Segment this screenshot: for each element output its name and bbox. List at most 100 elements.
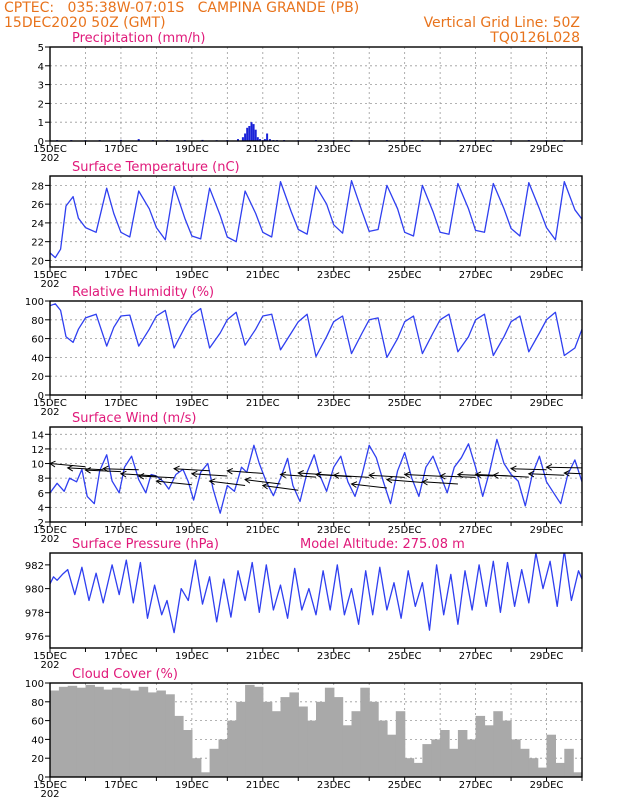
cloud-cover-bar bbox=[378, 720, 388, 777]
wind-arrow-head bbox=[226, 467, 233, 475]
cloud-cover-bar bbox=[555, 762, 565, 777]
precipitation-bar bbox=[248, 126, 251, 141]
relative-humidity-ytick-label: 100 bbox=[25, 297, 44, 308]
precipitation-xtick-label: 27DEC bbox=[459, 144, 493, 155]
relative-humidity-panel: Relative Humidity (%) 0 20 40 60 80 100 15DEC 17… bbox=[25, 285, 583, 418]
surface-temperature-ytick-label: 28 bbox=[31, 181, 44, 192]
cloud-cover-bar bbox=[511, 739, 521, 777]
cloud-cover-bar bbox=[431, 739, 441, 777]
precipitation-bar bbox=[263, 139, 266, 141]
surface-wind-xtick-label: 27DEC bbox=[459, 525, 493, 536]
relative-humidity-xtick-label: 29DEC bbox=[530, 398, 564, 409]
wind-arrow-shaft bbox=[209, 480, 246, 486]
cloud-cover-data bbox=[50, 684, 582, 777]
wind-arrow-shaft bbox=[120, 473, 157, 477]
surface-temperature-frame bbox=[49, 175, 583, 268]
precipitation-ytick-label: 1 bbox=[38, 118, 44, 129]
cloud-cover-bar bbox=[50, 690, 60, 777]
wind-arrow-shaft bbox=[564, 472, 582, 475]
cloud-cover-bar bbox=[138, 686, 149, 777]
wind-arrow-head bbox=[492, 472, 499, 479]
cloud-cover-bar bbox=[528, 758, 539, 777]
wind-arrow-head bbox=[155, 478, 163, 485]
wind-arrow-head bbox=[66, 464, 74, 472]
wind-arrow-head bbox=[439, 472, 446, 480]
relative-humidity-ytick-label: 40 bbox=[31, 353, 44, 364]
surface-wind-xtick-label: 23DEC bbox=[317, 525, 351, 536]
cloud-cover-bar bbox=[156, 690, 166, 777]
cloud-cover-bar bbox=[440, 730, 450, 777]
cloud-cover-bar bbox=[191, 758, 202, 777]
wind-arrow-shaft bbox=[191, 473, 228, 477]
surface-pressure-annotation: Model Altitude: 275.08 m bbox=[300, 537, 465, 552]
wind-arrow-head bbox=[563, 469, 570, 477]
precipitation-bar bbox=[268, 139, 271, 141]
relative-humidity-xtick-label: 15DEC bbox=[33, 398, 67, 409]
relative-humidity-year-label: 202 bbox=[40, 407, 59, 418]
surface-temperature-xtick-label: 27DEC bbox=[459, 270, 493, 281]
surface-temperature-xtick-label: 25DEC bbox=[388, 270, 422, 281]
wind-arrow-shaft bbox=[103, 468, 139, 471]
wind-arrow-shaft bbox=[369, 474, 405, 478]
cloud-cover-ytick-label: 80 bbox=[31, 698, 44, 709]
cloud-cover-xtick-label: 25DEC bbox=[388, 780, 422, 791]
cloud-cover-bar bbox=[519, 748, 530, 777]
precipitation-frame bbox=[49, 46, 583, 142]
header-grid-line: Vertical Grid Line: 50Z bbox=[424, 15, 580, 31]
cloud-cover-bar bbox=[120, 688, 131, 777]
precipitation-bar bbox=[246, 127, 249, 141]
cloud-cover-bar bbox=[537, 767, 548, 777]
wind-arrow-head bbox=[261, 482, 269, 490]
wind-arrow-shaft bbox=[85, 469, 121, 473]
relative-humidity-frame bbox=[49, 300, 583, 396]
wind-arrow-head bbox=[332, 472, 340, 479]
cloud-cover-bar bbox=[94, 686, 104, 777]
cloud-cover-bar bbox=[58, 686, 69, 777]
cloud-cover-bar bbox=[289, 692, 299, 777]
surface-wind-ytick-label: 12 bbox=[31, 445, 44, 456]
surface-wind-ytick-label: 6 bbox=[38, 489, 44, 500]
relative-humidity-ytick-label: 60 bbox=[31, 335, 44, 346]
cloud-cover-bar bbox=[475, 715, 486, 777]
precipitation-ytick-label: 5 bbox=[38, 43, 44, 54]
wind-arrow-head bbox=[137, 472, 145, 480]
wind-arrow-shaft bbox=[528, 473, 565, 476]
cloud-cover-xtick-label: 19DEC bbox=[175, 780, 209, 791]
cloud-cover-bar bbox=[253, 686, 264, 777]
precipitation-xtick-label: 15DEC bbox=[33, 144, 67, 155]
precipitation-ytick-label: 2 bbox=[38, 99, 44, 110]
wind-arrow-shaft bbox=[50, 463, 86, 468]
wind-arrow-head bbox=[350, 481, 358, 488]
cloud-cover-xtick-label: 23DEC bbox=[317, 780, 351, 791]
relative-humidity-ytick-label: 0 bbox=[38, 391, 44, 402]
surface-pressure-ytick-label: 980 bbox=[25, 585, 44, 596]
wind-arrow-shaft bbox=[440, 475, 476, 478]
precipitation-bar bbox=[237, 139, 239, 141]
wind-arrow-shaft bbox=[457, 474, 494, 477]
cloud-cover-bar bbox=[245, 684, 255, 777]
surface-wind-xtick-label: 17DEC bbox=[104, 525, 138, 536]
surface-wind-ytick-label: 10 bbox=[31, 460, 44, 471]
precipitation-bar bbox=[254, 129, 257, 141]
precipitation-bar bbox=[266, 133, 269, 141]
surface-wind-year-label: 202 bbox=[40, 534, 59, 545]
wind-arrow-shaft bbox=[351, 483, 387, 489]
cloud-cover-ytick-label: 60 bbox=[31, 717, 44, 728]
surface-wind-series-line bbox=[50, 438, 582, 514]
wind-arrow-head bbox=[545, 463, 553, 471]
cloud-cover-bar bbox=[324, 687, 335, 777]
surface-wind-title: Surface Wind (m/s) bbox=[72, 411, 196, 426]
cloud-cover-bar bbox=[227, 720, 237, 777]
surface-temperature-ytick-label: 26 bbox=[31, 200, 44, 211]
precipitation-ytick-label: 0 bbox=[38, 137, 44, 148]
wind-arrow-head bbox=[474, 471, 482, 479]
precipitation-ytick-label: 4 bbox=[38, 62, 44, 73]
surface-pressure-title: Surface Pressure (hPa) bbox=[72, 537, 219, 552]
surface-wind-panel: Surface Wind (m/s) 2 4 6 8 10 12 14 15DEC 17DEC 19… bbox=[31, 411, 583, 545]
cloud-cover-bar bbox=[183, 730, 193, 777]
wind-arrow-head bbox=[297, 470, 304, 477]
surface-wind-data bbox=[50, 438, 582, 514]
surface-temperature-year-label: 202 bbox=[40, 279, 59, 290]
cloud-cover-bar bbox=[449, 748, 459, 777]
surface-pressure-frame bbox=[49, 552, 583, 649]
